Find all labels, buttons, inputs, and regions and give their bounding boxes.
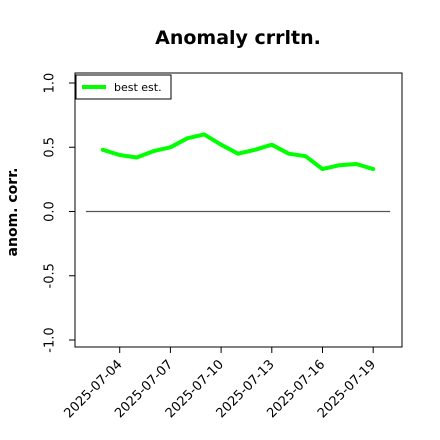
series-layer [100, 132, 376, 172]
plot-frame [74, 72, 403, 348]
y-tick-label: 1.0 [43, 73, 58, 94]
legend: best est. [75, 74, 172, 100]
series-line-best-est [100, 132, 376, 172]
y-tick-label: -1.0 [43, 327, 58, 352]
legend-label: best est. [114, 81, 162, 94]
y-axis-label: anom. corr. [5, 168, 21, 257]
y-tick-label: -0.5 [43, 263, 58, 288]
chart-title: Anomaly crrltn. [155, 27, 321, 49]
y-axis: -1.0 -0.5 0.0 0.5 1.0 [43, 73, 75, 353]
y-tick-label: 0.0 [43, 201, 58, 222]
y-tick-label: 0.5 [43, 137, 58, 158]
x-axis: 2025-07-042025-07-072025-07-102025-07-13… [61, 347, 379, 421]
